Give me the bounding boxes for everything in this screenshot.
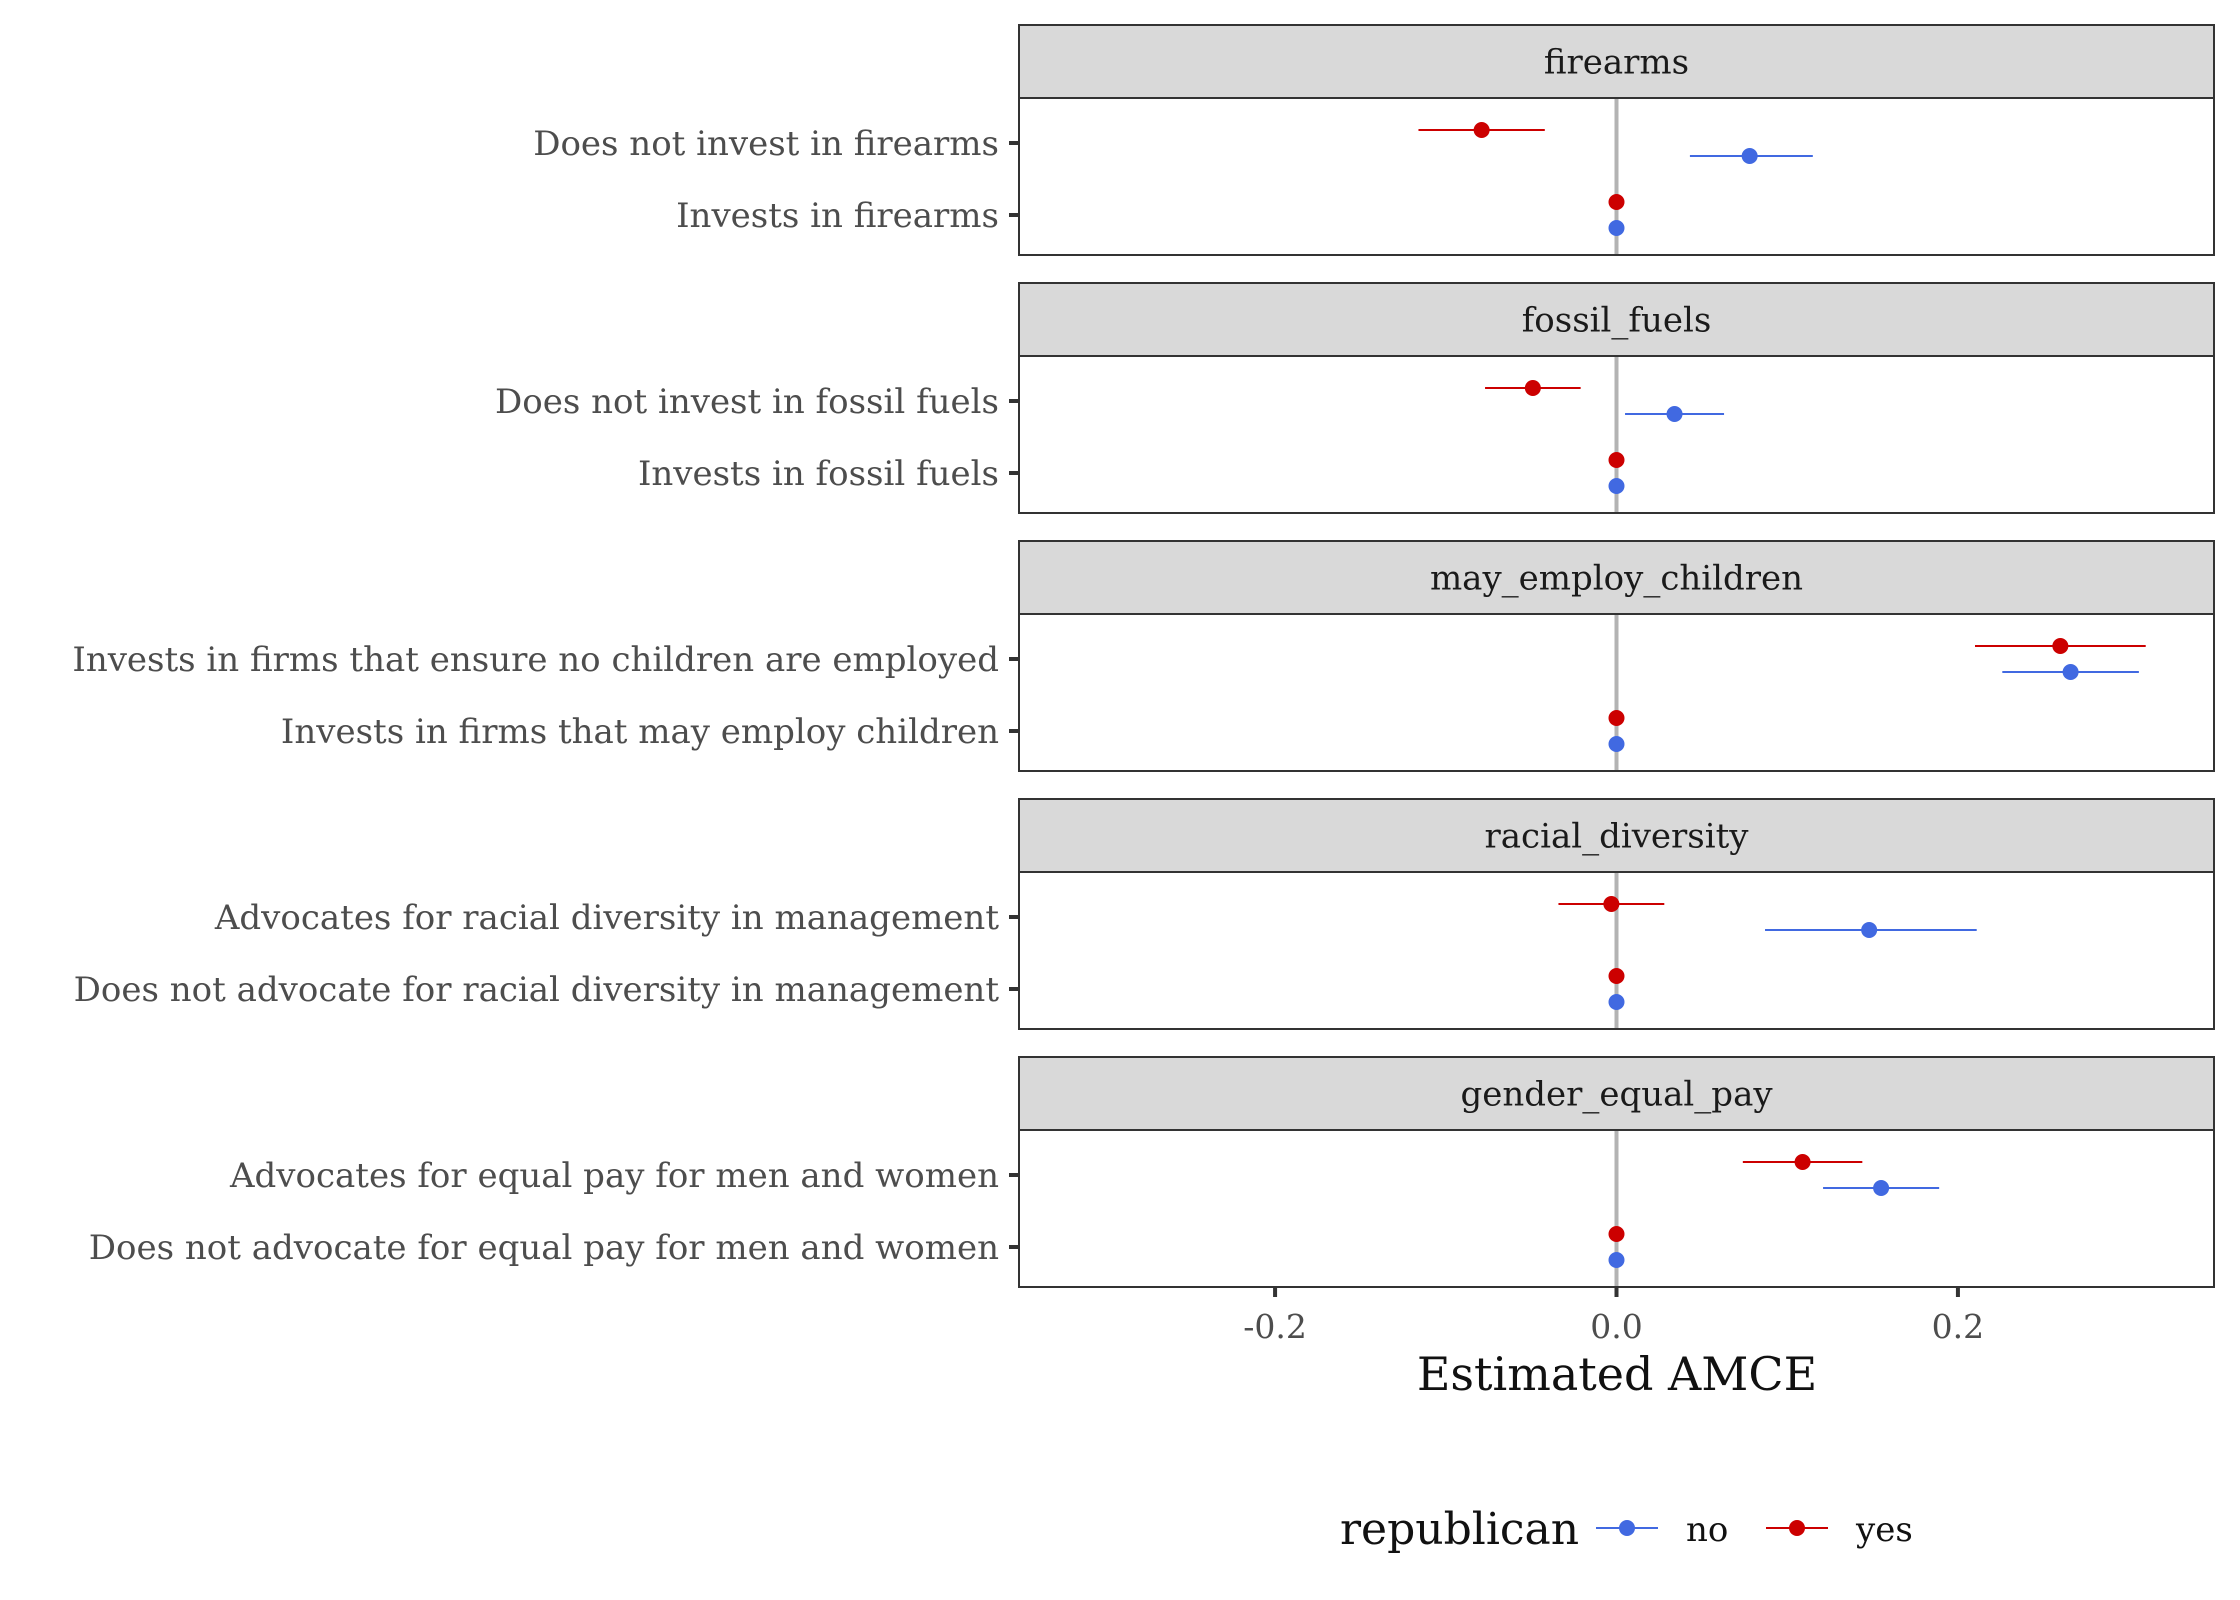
y-tick-label: Advocates for equal pay for men and wome… bbox=[229, 1156, 999, 1196]
legend: republican no yes bbox=[1340, 1504, 1913, 1555]
point-yes bbox=[1473, 122, 1490, 138]
point-no bbox=[1741, 148, 1758, 164]
point-yes bbox=[1608, 1226, 1625, 1242]
legend-item-no: no bbox=[1596, 1510, 1728, 1550]
point-no bbox=[1608, 994, 1625, 1010]
legend-label: yes bbox=[1855, 1510, 1913, 1550]
point-no bbox=[1666, 406, 1683, 422]
point-yes bbox=[1524, 380, 1541, 396]
point-yes bbox=[2052, 638, 2069, 654]
x-tick-label: 0.2 bbox=[1932, 1307, 1984, 1346]
point-no bbox=[1873, 1180, 1890, 1196]
facet-strip-label: firearms bbox=[1544, 43, 1689, 83]
facet-strip-label: fossil_fuels bbox=[1522, 301, 1712, 341]
point-yes bbox=[1794, 1154, 1811, 1170]
facet-strip-label: gender_equal_pay bbox=[1460, 1075, 1773, 1115]
y-tick-label: Does not invest in fossil fuels bbox=[495, 382, 999, 422]
facet-fossil_fuels: fossil_fuels Does not invest in fossil fu… bbox=[495, 282, 2215, 514]
x-axis-title: Estimated AMCE bbox=[1417, 1347, 1817, 1401]
facet-may_employ_children: may_employ_children Invests in firms that… bbox=[72, 540, 2215, 772]
facet-strip bbox=[1018, 1056, 2215, 1131]
y-tick-label: Invests in fossil fuels bbox=[638, 454, 999, 494]
facet-strip bbox=[1018, 282, 2215, 357]
point-yes bbox=[1608, 452, 1625, 468]
point-no bbox=[1608, 1252, 1625, 1268]
legend-key-point bbox=[1789, 1520, 1805, 1536]
facet-racial_diversity: racial_diversity Advocates for racial div… bbox=[74, 798, 2215, 1030]
legend-item-yes: yes bbox=[1766, 1510, 1913, 1550]
x-axis: -0.2 0.0 0.2 bbox=[1243, 1287, 1984, 1346]
legend-label: no bbox=[1686, 1510, 1728, 1550]
y-tick-label: Advocates for racial diversity in manage… bbox=[214, 898, 999, 938]
y-tick-label: Does not advocate for racial diversity i… bbox=[74, 970, 1000, 1010]
point-yes bbox=[1608, 968, 1625, 984]
point-yes bbox=[1608, 710, 1625, 726]
legend-title: republican bbox=[1340, 1504, 1579, 1555]
facet-strip bbox=[1018, 24, 2215, 99]
x-tick-label: -0.2 bbox=[1243, 1307, 1307, 1346]
x-tick-label: 0.0 bbox=[1590, 1307, 1642, 1346]
facet-strip-label: may_employ_children bbox=[1430, 559, 1803, 599]
facet-panels: firearms Does not invest in firearms Inves… bbox=[72, 24, 2215, 1288]
y-tick-label: Invests in firms that ensure no children… bbox=[72, 640, 999, 680]
y-tick-label: Invests in firearms bbox=[676, 196, 999, 236]
legend-key-point bbox=[1619, 1520, 1635, 1536]
y-tick-label: Does not advocate for equal pay for men … bbox=[89, 1228, 999, 1268]
y-tick-label: Does not invest in firearms bbox=[533, 124, 999, 164]
facet-firearms: firearms Does not invest in firearms Inves… bbox=[533, 24, 2215, 256]
point-no bbox=[2062, 664, 2079, 680]
point-no bbox=[1608, 736, 1625, 752]
point-yes bbox=[1603, 896, 1620, 912]
y-tick-label: Invests in firms that may employ childre… bbox=[281, 712, 999, 752]
point-no bbox=[1608, 478, 1625, 494]
facet-strip bbox=[1018, 798, 2215, 873]
facet-strip-label: racial_diversity bbox=[1485, 817, 1750, 857]
facet-gender_equal_pay: gender_equal_pay Advocates for equal pay … bbox=[89, 1056, 2215, 1288]
point-no bbox=[1608, 220, 1625, 236]
point-no bbox=[1861, 922, 1878, 938]
facet-strip bbox=[1018, 540, 2215, 615]
point-yes bbox=[1608, 194, 1625, 210]
